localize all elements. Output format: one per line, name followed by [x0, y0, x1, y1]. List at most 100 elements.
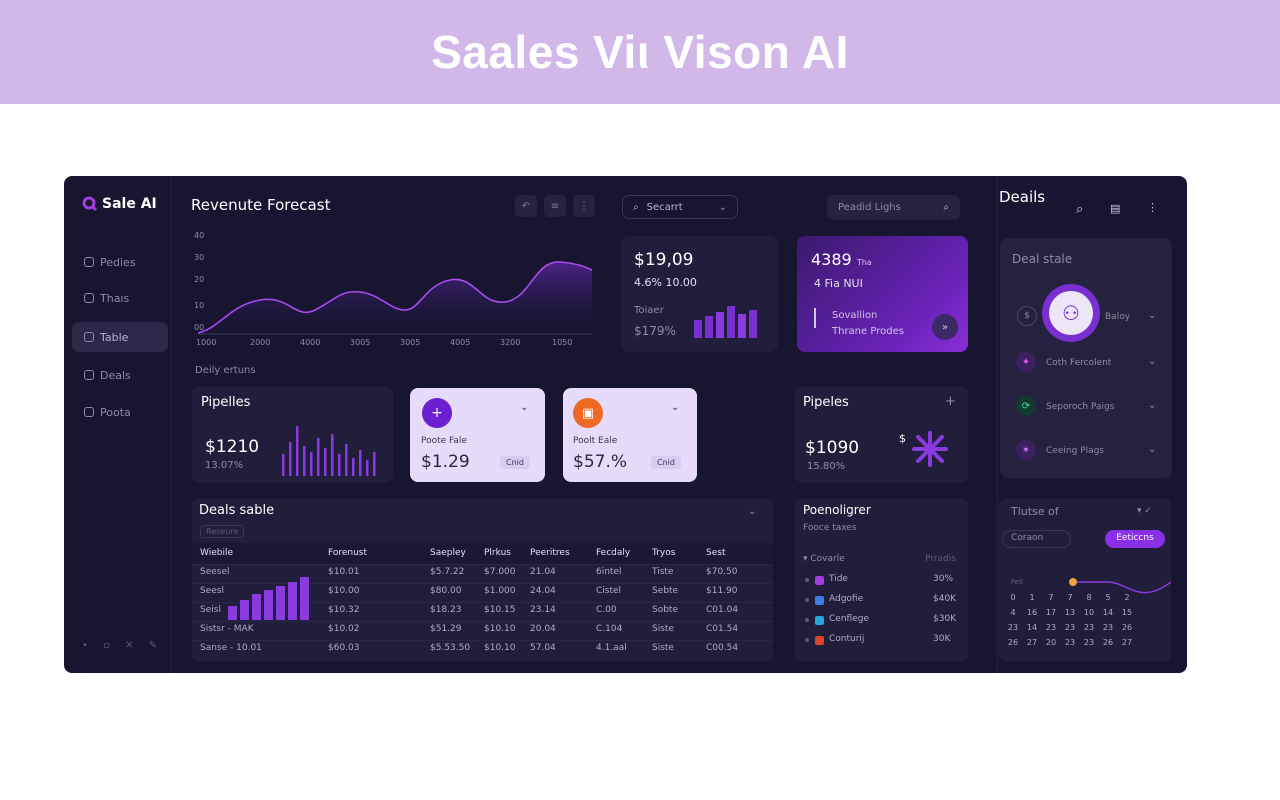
undo-icon[interactable]: ↶: [515, 195, 537, 217]
calendar-day[interactable]: 23: [1083, 638, 1095, 647]
categories-header-left: ▾ Covarle: [803, 554, 845, 564]
calendar-day[interactable]: 27: [1026, 638, 1038, 647]
table-cell: $5.53.50: [430, 643, 471, 653]
table-cell: Seisl: [200, 605, 221, 615]
search-dropdown[interactable]: ⌕ Secarrt ⌄: [622, 195, 738, 219]
sidebar-item-poota[interactable]: Poota: [72, 397, 168, 427]
chevron-down-icon[interactable]: ⌄: [1148, 400, 1157, 411]
calendar-day[interactable]: 26: [1121, 623, 1133, 632]
table-header-cell[interactable]: Forenust: [328, 548, 368, 558]
table-cell: C.00: [596, 605, 617, 615]
calendar-day[interactable]: 1: [1029, 593, 1035, 602]
category-label[interactable]: Adgofie: [829, 594, 864, 604]
calendar-day[interactable]: 2: [1124, 593, 1130, 602]
table-cell: $10.10: [484, 624, 516, 634]
sidebar-item-thais[interactable]: Thaıs: [72, 283, 168, 313]
sidebar-item-label: Deals: [100, 368, 131, 382]
sidebar-item-table[interactable]: Table: [72, 322, 168, 352]
stat-sub: 4.6% 10.00: [634, 276, 697, 289]
table-row[interactable]: [192, 640, 773, 659]
chevron-down-icon[interactable]: ⌄: [520, 402, 529, 413]
calendar-day[interactable]: 23: [1007, 623, 1019, 632]
calendar-day[interactable]: 10: [1083, 608, 1095, 617]
category-color-swatch: [815, 576, 824, 585]
pipelines-pct: 15.80%: [807, 461, 846, 472]
calendar-day[interactable]: 26: [1102, 638, 1114, 647]
stat2-value: 4389: [811, 250, 852, 269]
settings-icon[interactable]: ⋮: [573, 195, 595, 217]
notes-icon[interactable]: ▤: [1110, 202, 1121, 215]
poote-fale-card[interactable]: + ⌄ Poote Fale $1.29 Cnid: [410, 388, 545, 482]
calendar-day[interactable]: 27: [1121, 638, 1133, 647]
chevron-down-icon[interactable]: ⌄: [1148, 356, 1157, 367]
table-row[interactable]: [192, 602, 773, 621]
calendar-day[interactable]: 14: [1026, 623, 1038, 632]
table-header-cell[interactable]: Plrkus: [484, 548, 511, 558]
category-label[interactable]: Tide: [829, 574, 848, 584]
calendar-day[interactable]: 23: [1083, 623, 1095, 632]
calendar-controls[interactable]: ▾ ✓: [1137, 506, 1152, 516]
calendar-button[interactable]: Eeticcns: [1105, 530, 1165, 548]
calendar-day[interactable]: 4: [1010, 608, 1016, 617]
table-row[interactable]: [192, 564, 773, 583]
sidebar-footer-icons[interactable]: • ▫ ✕ ✎: [82, 640, 163, 651]
calendar-day[interactable]: 23: [1102, 623, 1114, 632]
calendar-day[interactable]: 17: [1045, 608, 1057, 617]
table-cell: $10.01: [328, 567, 360, 577]
categories-sub: Fooce taxes: [803, 523, 857, 533]
calendar-day[interactable]: 0: [1010, 593, 1016, 602]
table-header-cell[interactable]: Fecdaly: [596, 548, 631, 558]
calendar-day[interactable]: 5: [1105, 593, 1111, 602]
chevron-down-icon[interactable]: ⌄: [1148, 444, 1157, 455]
y-tick-label: 20: [194, 275, 204, 284]
table-row[interactable]: [192, 583, 773, 602]
calendar-day[interactable]: 23: [1064, 623, 1076, 632]
table-cell: 24.04: [530, 586, 556, 596]
calendar-day[interactable]: 16: [1026, 608, 1038, 617]
table-row[interactable]: [192, 621, 773, 640]
add-icon[interactable]: +: [945, 394, 956, 409]
calendar-day[interactable]: 15: [1121, 608, 1133, 617]
sparkle-icon: [912, 431, 948, 467]
forward-icon[interactable]: »: [932, 314, 958, 340]
table-header-cell[interactable]: Sest: [706, 548, 726, 558]
filter-search-input[interactable]: Peadid Lighs ⌕: [827, 195, 960, 220]
search-icon[interactable]: ⌕: [1076, 202, 1084, 217]
calendar-day[interactable]: 7: [1067, 593, 1073, 602]
deal-stage-item[interactable]: Baloy: [1105, 312, 1131, 322]
calendar-day[interactable]: 23: [1045, 623, 1057, 632]
table-cell: $1.000: [484, 586, 516, 596]
deal-stage-item[interactable]: Seporoch Paigs: [1046, 402, 1115, 412]
chevron-down-icon[interactable]: ⌄: [671, 402, 680, 413]
sidebar-item-pedies[interactable]: Pedies: [72, 247, 168, 277]
calendar-icon[interactable]: ▣: [573, 398, 603, 428]
mini-button[interactable]: Cnid: [651, 456, 681, 469]
y-tick-label: 40: [194, 231, 204, 240]
table-cell: $10.00: [328, 586, 360, 596]
list-icon[interactable]: ≡: [544, 195, 566, 217]
calendar-day[interactable]: 26: [1007, 638, 1019, 647]
table-header-cell[interactable]: Peeritres: [530, 548, 570, 558]
calendar-day[interactable]: 20: [1045, 638, 1057, 647]
chevron-down-icon: ⌄: [718, 201, 727, 213]
calendar-input[interactable]: Coraon: [1002, 530, 1071, 548]
calendar-day[interactable]: 13: [1064, 608, 1076, 617]
deal-stage-item[interactable]: Ceeing Plags: [1046, 446, 1104, 456]
table-header-cell[interactable]: Tryos: [652, 548, 676, 558]
category-label[interactable]: Cenflege: [829, 614, 869, 624]
calendar-day[interactable]: 8: [1086, 593, 1092, 602]
add-icon[interactable]: +: [422, 398, 452, 428]
calendar-day[interactable]: 7: [1048, 593, 1054, 602]
calendar-day[interactable]: 14: [1102, 608, 1114, 617]
table-header-cell[interactable]: Wiebile: [200, 548, 233, 558]
mini-button[interactable]: Cnid: [500, 456, 530, 469]
more-icon[interactable]: ⋮: [1147, 201, 1158, 214]
calendar-day[interactable]: 23: [1064, 638, 1076, 647]
poolt-eale-card[interactable]: ▣ ⌄ Poolt Eale $57.% Cnid: [563, 388, 697, 482]
chevron-down-icon[interactable]: ⌄: [1148, 310, 1157, 321]
sidebar-item-deals[interactable]: Deals: [72, 360, 168, 390]
deal-stage-item[interactable]: Coth Fercolent: [1046, 358, 1112, 368]
chevron-down-icon[interactable]: ⌄: [748, 506, 757, 517]
category-label[interactable]: Conturij: [829, 634, 865, 644]
table-header-cell[interactable]: Saepley: [430, 548, 466, 558]
